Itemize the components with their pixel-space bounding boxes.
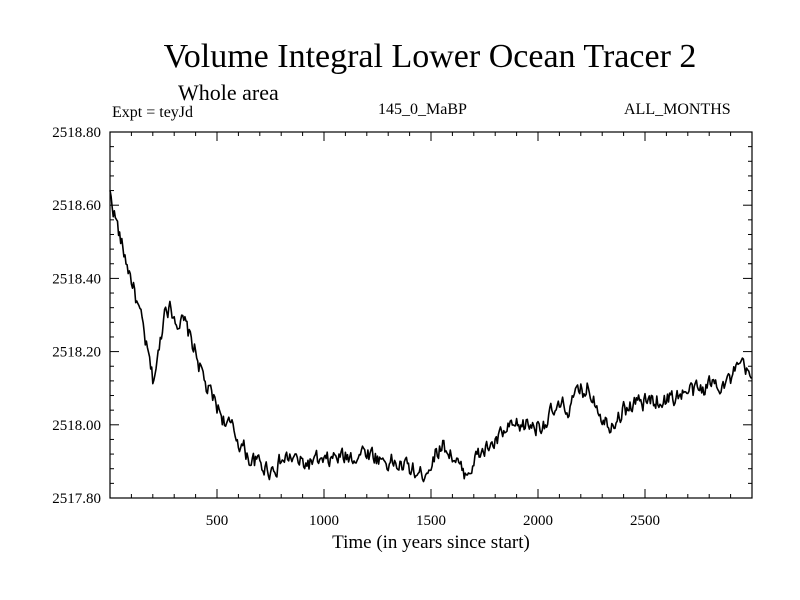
y-tick-label: 2518.80 [52,125,101,141]
period-label: 145_0_MaBP [378,101,467,118]
x-tick-label: 2000 [523,513,553,529]
tick-labels: 500 1000 1500 2000 2500 2517.80 2518.00 2518.20… [52,125,660,529]
x-tick-label: 1000 [309,513,339,529]
x-tick-label: 2500 [630,513,660,529]
chart-subtitle: Whole area [178,80,279,105]
chart-title: Volume Integral Lower Ocean Tracer 2 [163,38,697,75]
experiment-label: Expt = teyJd [112,104,194,121]
y-tick-label: 2518.00 [52,418,101,434]
axis-ticks [110,131,752,499]
x-tick-label: 500 [206,513,229,529]
series-line [109,190,753,483]
x-axis-label: Time (in years since start) [332,532,530,553]
y-tick-label: 2518.20 [52,345,101,361]
y-tick-label: 2518.40 [52,271,101,287]
months-label: ALL_MONTHS [624,101,731,118]
y-tick-label: 2517.80 [52,491,101,507]
y-tick-label: 2518.60 [52,198,101,214]
x-tick-label: 1500 [416,513,446,529]
plot-frame [109,131,753,499]
